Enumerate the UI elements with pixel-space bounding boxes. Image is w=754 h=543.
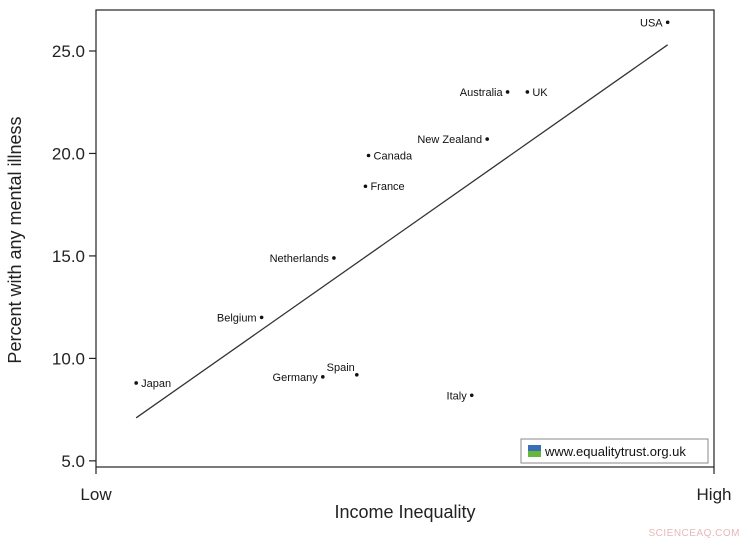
point-label: Germany [273, 372, 319, 384]
y-axis-ticks: 5.0 10.0 15.0 20.0 25.0 [52, 42, 96, 471]
data-point [363, 184, 368, 189]
point-label: Canada [374, 151, 413, 163]
data-point [366, 153, 371, 158]
point-label: Belgium [217, 312, 257, 324]
point-label: Japan [141, 378, 171, 390]
data-point [259, 315, 264, 320]
point-label: Netherlands [270, 253, 330, 265]
data-point [505, 90, 510, 94]
point-label: UK [532, 87, 548, 99]
data-point [485, 137, 489, 141]
y-tick-label: 25.0 [52, 42, 85, 61]
y-tick-label: 15.0 [52, 247, 85, 266]
trend-line [135, 44, 669, 419]
legend-logo-top [528, 445, 541, 451]
legend: www.equalitytrust.org.uk [520, 438, 709, 464]
point-label: Spain [327, 362, 355, 374]
point-label: France [370, 181, 404, 193]
legend-logo-bottom [528, 451, 541, 457]
data-point [525, 90, 530, 94]
y-tick-label: 10.0 [52, 349, 85, 368]
y-axis-title: Percent with any mental illness [5, 116, 25, 363]
data-point [354, 372, 359, 377]
legend-box [520, 438, 709, 464]
point-label: Italy [447, 390, 468, 402]
plot-frame [95, 9, 715, 468]
x-tick-label: Low [80, 485, 112, 504]
y-tick-label: 5.0 [61, 452, 85, 471]
y-tick-label: 20.0 [52, 144, 85, 163]
data-points: USA Australia UK New Zealand Canada France Net… [134, 17, 670, 402]
x-axis-ticks: Low High [80, 467, 731, 504]
point-label: USA [640, 17, 663, 29]
data-point [665, 20, 670, 25]
legend-text: www.equalitytrust.org.uk [544, 444, 686, 459]
data-point [469, 393, 474, 398]
data-point [134, 381, 138, 385]
data-point [332, 256, 336, 260]
point-label: Australia [460, 87, 504, 99]
data-point [321, 375, 325, 379]
x-axis-title: Income Inequality [334, 502, 475, 522]
point-label: New Zealand [417, 134, 482, 146]
x-tick-label: High [697, 485, 732, 504]
watermark: SCIENCEAQ.COM [648, 528, 740, 539]
